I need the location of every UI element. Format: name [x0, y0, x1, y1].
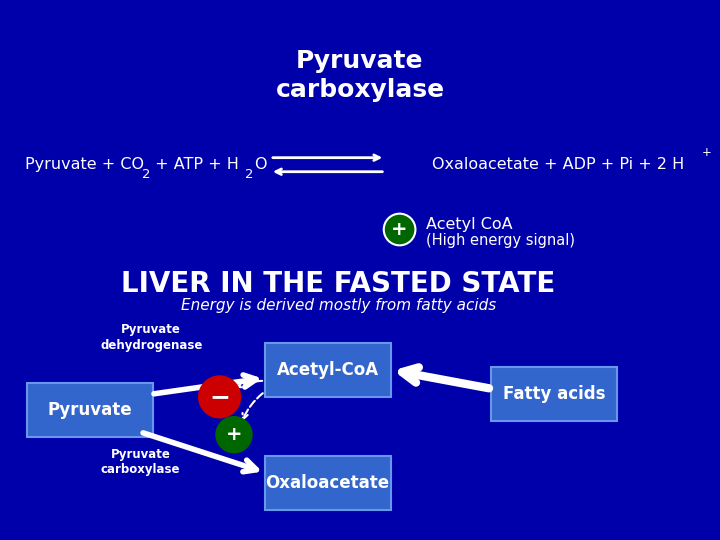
Text: +: +: [702, 146, 712, 159]
Text: Oxaloacetate: Oxaloacetate: [266, 474, 390, 492]
Text: O: O: [254, 157, 266, 172]
Text: Pyruvate
carboxylase: Pyruvate carboxylase: [276, 49, 444, 102]
Text: 2: 2: [142, 168, 150, 181]
Text: Energy is derived mostly from fatty acids: Energy is derived mostly from fatty acid…: [181, 298, 496, 313]
FancyBboxPatch shape: [265, 343, 390, 397]
Text: −: −: [209, 385, 230, 409]
Ellipse shape: [198, 375, 241, 418]
Text: Pyruvate: Pyruvate: [48, 401, 132, 420]
Text: Acetyl-CoA: Acetyl-CoA: [276, 361, 379, 379]
FancyBboxPatch shape: [491, 367, 618, 421]
Text: Oxaloacetate + ADP + Pi + 2 H: Oxaloacetate + ADP + Pi + 2 H: [432, 157, 684, 172]
Text: + ATP + H: + ATP + H: [150, 157, 239, 172]
Text: +: +: [226, 425, 242, 444]
Text: 2: 2: [245, 168, 253, 181]
Text: Acetyl CoA: Acetyl CoA: [426, 217, 513, 232]
Text: Pyruvate
dehydrogenase: Pyruvate dehydrogenase: [100, 323, 202, 352]
Text: Fatty acids: Fatty acids: [503, 385, 606, 403]
Text: LIVER IN THE FASTED STATE: LIVER IN THE FASTED STATE: [121, 269, 556, 298]
Text: Pyruvate
carboxylase: Pyruvate carboxylase: [101, 448, 180, 476]
Text: Pyruvate + CO: Pyruvate + CO: [25, 157, 144, 172]
FancyBboxPatch shape: [265, 456, 390, 510]
Text: +: +: [392, 220, 408, 239]
Text: (High energy signal): (High energy signal): [426, 233, 575, 248]
Ellipse shape: [384, 214, 415, 245]
FancyBboxPatch shape: [27, 383, 153, 437]
Ellipse shape: [215, 416, 253, 454]
